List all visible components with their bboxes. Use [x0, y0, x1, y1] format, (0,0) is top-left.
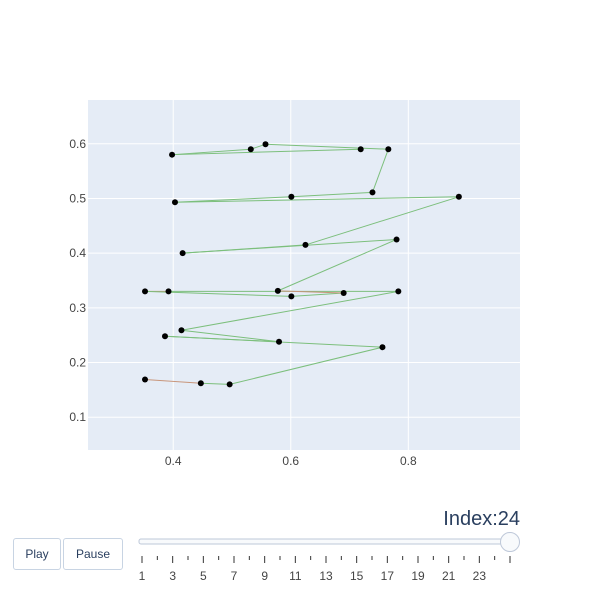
- slider-tick-label: 9: [261, 569, 268, 583]
- path-segment: [172, 148, 251, 156]
- plot-area: [88, 100, 520, 450]
- slider-handle[interactable]: [500, 532, 520, 552]
- x-tick-label: 0.8: [400, 454, 417, 468]
- slider-tick-label: 3: [169, 569, 176, 583]
- data-point: [161, 333, 168, 340]
- data-point: [393, 236, 400, 243]
- path-segment: [291, 292, 344, 297]
- path-segment: [172, 148, 361, 156]
- slider-current-value: Index:24: [443, 508, 520, 530]
- data-point: [274, 287, 281, 294]
- data-point: [197, 380, 204, 387]
- slider-tick-label: 15: [350, 569, 364, 583]
- path-segment: [305, 196, 460, 246]
- data-point: [171, 199, 178, 206]
- play-button[interactable]: Play: [13, 538, 61, 570]
- path-segment: [277, 238, 397, 292]
- path-segment: [265, 143, 389, 150]
- data-point: [226, 381, 233, 388]
- data-point: [395, 288, 402, 295]
- slider-tick-label: 7: [231, 569, 238, 583]
- data-points: [142, 141, 462, 388]
- x-tick-label: 0.6: [282, 454, 299, 468]
- path-segment: [164, 335, 280, 343]
- data-point: [169, 151, 176, 158]
- pause-button[interactable]: Pause: [63, 538, 123, 570]
- data-point: [179, 250, 186, 257]
- data-point: [302, 241, 309, 248]
- path-segment: [182, 244, 306, 254]
- data-point: [142, 288, 149, 295]
- path-segment: [174, 196, 459, 203]
- data-point: [379, 344, 386, 351]
- data-point: [369, 189, 376, 196]
- path-segment: [181, 290, 399, 331]
- data-point: [340, 290, 347, 297]
- x-tick-label: 0.4: [165, 454, 182, 468]
- data-point: [455, 193, 462, 200]
- slider-tick-label: 17: [381, 569, 395, 583]
- path-segment: [174, 196, 292, 203]
- data-point: [288, 193, 295, 200]
- path-segment: [291, 191, 373, 198]
- axis-ticks: 0.4 0.6 0.8 0.1 0.2 0.3 0.4 0.5 0.6: [69, 137, 417, 468]
- data-point: [385, 146, 392, 153]
- path-segment: [229, 346, 383, 385]
- path-segment: [277, 290, 344, 294]
- index-slider[interactable]: 1 3 5 7 9 11 13 15 17 19 21 23: [138, 532, 520, 584]
- slider-tick-label: 13: [319, 569, 333, 583]
- data-point: [165, 288, 172, 295]
- y-tick-label: 0.2: [69, 356, 86, 370]
- y-tick-label: 0.3: [69, 301, 86, 315]
- path-segment: [144, 378, 201, 384]
- slider-tick-label: 1: [139, 569, 146, 583]
- y-tick-label: 0.5: [69, 191, 86, 205]
- path-lines: [144, 143, 460, 385]
- slider-tick-label: 11: [289, 569, 302, 583]
- slider-rail[interactable]: [138, 538, 516, 545]
- y-tick-label: 0.1: [69, 410, 86, 424]
- slider-tick-label: 23: [473, 569, 487, 583]
- data-point: [357, 146, 364, 153]
- y-tick-label: 0.6: [69, 137, 86, 151]
- y-tick-label: 0.4: [69, 246, 86, 260]
- data-point: [247, 146, 254, 153]
- slider-tick-label: 5: [200, 569, 207, 583]
- data-point: [178, 327, 185, 334]
- data-point: [262, 141, 269, 148]
- slider-tick-label: 19: [411, 569, 425, 583]
- path-segment: [200, 382, 230, 385]
- slider-tick-label: 21: [442, 569, 456, 583]
- path-segment: [372, 149, 389, 193]
- data-point: [142, 376, 149, 383]
- data-point: [288, 293, 295, 300]
- data-point: [276, 338, 283, 345]
- path-segment: [181, 329, 280, 343]
